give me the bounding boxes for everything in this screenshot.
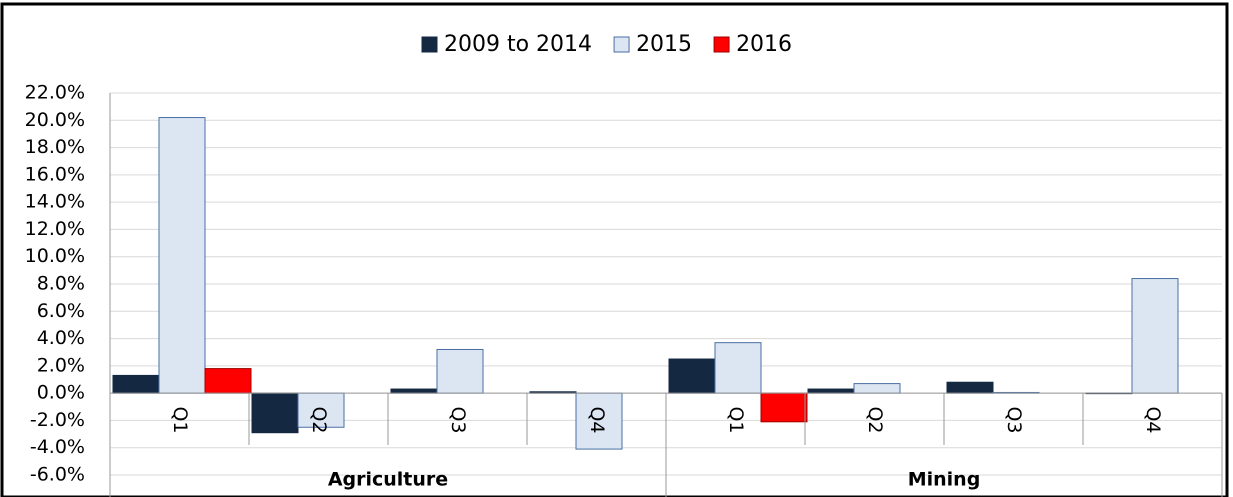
bar	[1131, 278, 1179, 394]
legend-swatch	[613, 36, 630, 53]
x-tick-label: Q3	[447, 406, 469, 433]
y-tick-label: 22.0%	[25, 82, 85, 104]
bar	[158, 117, 206, 394]
y-tick-label: 10.0%	[25, 245, 85, 267]
x-tick-label: Q2	[308, 406, 330, 433]
bar	[204, 368, 252, 394]
legend-label: 2015	[636, 32, 692, 57]
x-tick-label: Q3	[1003, 406, 1025, 433]
legend-swatch	[713, 36, 730, 53]
bar	[946, 381, 994, 394]
y-tick-label: 2.0%	[37, 354, 85, 376]
bar	[251, 392, 299, 434]
y-tick-label: 16.0%	[25, 163, 85, 185]
bar	[575, 392, 623, 450]
y-tick-label: 0.0%	[37, 382, 85, 404]
x-tick-label: Q2	[864, 406, 886, 433]
y-tick-label: 12.0%	[25, 218, 85, 240]
bar	[297, 392, 345, 428]
y-tick-label: 8.0%	[37, 273, 85, 295]
x-tick-label: Q4	[1142, 406, 1164, 433]
legend-label: 2016	[736, 32, 792, 57]
bar	[112, 374, 160, 394]
bar	[390, 388, 438, 394]
y-tick-label: -2.0%	[30, 409, 85, 431]
bar	[807, 388, 855, 394]
y-tick-label: -6.0%	[30, 464, 85, 486]
y-tick-label: 14.0%	[25, 191, 85, 213]
legend-swatch	[421, 36, 438, 53]
y-tick-label: 6.0%	[37, 300, 85, 322]
group-label: Mining	[908, 469, 981, 491]
bar	[714, 342, 762, 394]
x-tick-label: Q1	[725, 406, 747, 433]
bar	[436, 348, 484, 394]
legend-label: 2009 to 2014	[444, 32, 592, 57]
y-tick-label: 18.0%	[25, 136, 85, 158]
bar	[668, 358, 716, 394]
bar	[760, 392, 808, 423]
group-label: Agriculture	[328, 469, 448, 491]
y-tick-label: 4.0%	[37, 327, 85, 349]
x-tick-label: Q1	[169, 406, 191, 433]
y-tick-label: 20.0%	[25, 109, 85, 131]
bar	[853, 383, 901, 394]
x-tick-label: Q4	[586, 406, 608, 433]
y-tick-label: -4.0%	[30, 436, 85, 458]
